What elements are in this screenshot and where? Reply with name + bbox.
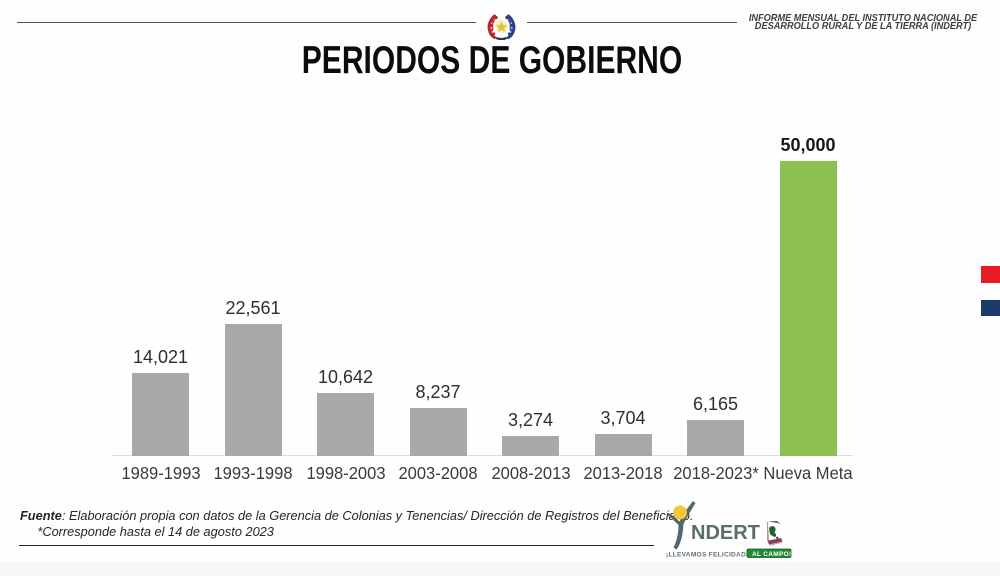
svg-text:NDERT: NDERT <box>691 522 760 544</box>
svg-text:¡LLEVAMOS FELICIDAD: ¡LLEVAMOS FELICIDAD <box>666 552 746 559</box>
svg-text:AL CAMPO!: AL CAMPO! <box>752 551 791 558</box>
